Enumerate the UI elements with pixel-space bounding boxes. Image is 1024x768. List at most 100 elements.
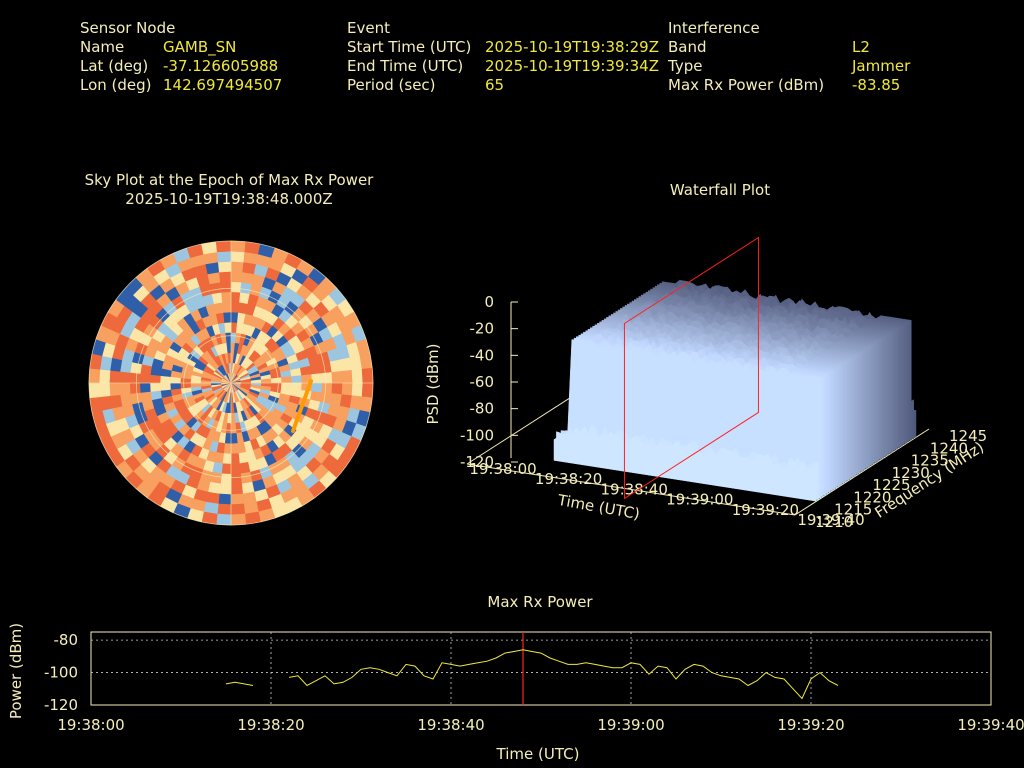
event-end-label: End Time (UTC) (347, 57, 464, 75)
sky-cell (230, 513, 247, 526)
sky-cell (211, 291, 223, 304)
waterfall-time-axis (466, 463, 796, 516)
sensor-lat-value: -37.126605988 (163, 57, 279, 75)
max-rx-power-plot: -80 -100 -120 19:38:00 19:38:20 19:38:40 19:39… (7, 623, 1024, 763)
sky-cell (149, 374, 161, 384)
sky-cell (217, 493, 232, 506)
waterfall-time-tick-label: 19:39:40 (797, 511, 864, 529)
waterfall-frequency-tick-label: 1235 (911, 452, 949, 470)
sky-cell (230, 463, 241, 475)
waterfall-frequency-tick-label: 1230 (892, 464, 930, 482)
interference-heading: Interference (668, 19, 760, 37)
sky-cell (216, 250, 232, 263)
sky-cell (108, 369, 121, 384)
event-period-label: Period (sec) (347, 76, 436, 94)
sky-cell (215, 513, 232, 526)
sky-cell (291, 375, 303, 384)
waterfall-psd-tick-label: -40 (470, 346, 495, 364)
waterfall-psd-axis-label: PSD (dBm) (424, 343, 442, 424)
sky-cell (321, 382, 333, 394)
sky-cell (230, 412, 236, 424)
sky-plot (88, 240, 374, 526)
interference-band-value: L2 (852, 38, 870, 56)
sky-cell (98, 368, 111, 384)
sky-cell (230, 422, 237, 435)
sky-cell (230, 473, 242, 485)
sky-cell (270, 377, 283, 384)
power-y-tick-label: -100 (44, 664, 78, 682)
event-period-value: 65 (485, 76, 505, 94)
power-x-tick-label: 19:38:40 (417, 716, 484, 734)
sky-cell (88, 367, 101, 384)
sky-cell (220, 281, 232, 293)
waterfall-frequency-tick-label: 1220 (853, 488, 891, 506)
power-x-tick-label: 19:38:00 (57, 716, 124, 734)
sky-cell (311, 373, 323, 384)
waterfall-time-tick-label: 19:38:00 (469, 460, 536, 478)
sky-cell (341, 369, 354, 384)
event-start-label: Start Time (UTC) (347, 38, 472, 56)
power-y-tick-label: -80 (54, 631, 79, 649)
power-series-line (225, 681, 254, 686)
sky-cell (139, 382, 151, 393)
sky-cell (230, 260, 245, 273)
sky-cell (230, 250, 246, 263)
waterfall-psd-tick-label: -80 (470, 400, 495, 418)
interference-band-label: Band (668, 38, 707, 56)
interference-type-value: Jammer (852, 57, 911, 75)
sky-cell (361, 367, 374, 384)
sensor-name-value: GAMB_SN (163, 38, 237, 56)
waterfall-psd-tick-label: -100 (460, 426, 494, 444)
sky-cell (119, 382, 131, 396)
sky-cell (230, 271, 244, 283)
waterfall-strip (553, 425, 817, 502)
power-x-tick-label: 19:39:20 (777, 716, 844, 734)
waterfall-frequency-tick-label: 1225 (872, 476, 910, 494)
sky-cell (216, 503, 232, 516)
sky-cell (218, 483, 232, 495)
sky-cell (221, 463, 232, 475)
sky-cell (217, 260, 232, 273)
power-x-tick-label: 19:39:40 (957, 716, 1024, 734)
sky-cell (119, 370, 131, 384)
sensor-lon-label: Lon (deg) (80, 76, 152, 94)
sky-cell (260, 378, 272, 384)
sky-cell (222, 301, 232, 313)
sky-cell (225, 331, 232, 344)
sky-cell (139, 373, 151, 384)
sky-plot-title: Sky Plot at the Epoch of Max Rx Power (84, 171, 374, 189)
sky-cell (139, 391, 152, 403)
sensor-lon-value: 142.697494507 (163, 76, 283, 94)
sky-cell (179, 382, 192, 389)
waterfall-frequency-tick-label: 1245 (949, 427, 987, 445)
waterfall-frequency-tick-label: 1215 (834, 501, 872, 519)
sky-cell (226, 342, 232, 354)
sky-cell (351, 368, 364, 384)
waterfall-psd-tick-label: -20 (470, 320, 495, 338)
sky-cell (129, 392, 143, 405)
sky-cell (98, 382, 111, 398)
sky-cell (240, 471, 253, 485)
waterfall-epoch-marker (623, 236, 759, 500)
power-x-tick-label: 19:38:20 (237, 716, 304, 734)
sensor-name-label: Name (80, 38, 125, 56)
sky-cell (361, 382, 374, 399)
event-heading: Event (347, 19, 390, 37)
sky-cell (129, 372, 141, 384)
waterfall-psd-tick-label: -120 (460, 453, 494, 471)
sky-cell (331, 382, 343, 396)
sky-cell (230, 433, 238, 445)
waterfall-time-tick-label: 19:38:20 (535, 470, 602, 488)
sky-cell (218, 271, 232, 283)
waterfall-time-tick-label: 19:38:40 (601, 480, 668, 498)
power-y-tick-label: -120 (44, 696, 78, 714)
sky-cell (351, 382, 364, 398)
sky-cell (230, 493, 245, 506)
power-x-axis-label: Time (UTC) (496, 745, 580, 763)
sky-cell (209, 281, 222, 295)
waterfall-title: Waterfall Plot (669, 181, 771, 199)
sky-cell (230, 301, 240, 313)
power-series-line (288, 649, 839, 700)
